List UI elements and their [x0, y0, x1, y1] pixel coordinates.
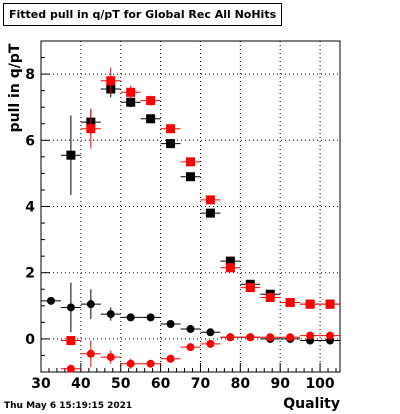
x-tick-label: 40 — [71, 376, 91, 392]
data-point — [306, 331, 315, 340]
data-point — [225, 256, 235, 266]
data-point — [86, 349, 95, 358]
data-point — [146, 96, 156, 106]
grid — [41, 41, 340, 372]
x-tick-label: 30 — [31, 376, 51, 392]
data-point — [106, 310, 115, 319]
data-point — [66, 364, 75, 373]
y-tick-label: 6 — [25, 133, 35, 149]
data-point — [46, 296, 55, 305]
data-point — [225, 263, 235, 273]
data-point — [245, 283, 255, 293]
data-point — [186, 157, 195, 167]
data-point — [166, 139, 176, 149]
data-point — [166, 124, 176, 134]
data-series — [60, 331, 340, 373]
data-point — [66, 336, 76, 346]
data-point — [126, 87, 136, 97]
axis-ticks: 30 40 50 60 70 80 90 100 0 2 4 6 8 — [25, 40, 337, 392]
data-point — [126, 359, 135, 368]
x-tick-label: 50 — [111, 376, 131, 392]
data-point — [265, 293, 275, 303]
data-point — [186, 343, 195, 352]
y-tick-label: 4 — [25, 200, 35, 216]
data-point — [286, 333, 295, 342]
data-point — [146, 359, 155, 368]
chart-title: Fitted pull in q/pT for Global Rec All N… — [3, 3, 282, 26]
x-axis-label: Quality — [283, 396, 340, 412]
data-point — [326, 331, 335, 340]
data-point — [106, 353, 115, 362]
x-tick-label: 80 — [231, 376, 251, 392]
data-point — [106, 76, 116, 86]
data-point — [206, 339, 215, 348]
data-point — [126, 313, 135, 322]
data-point — [206, 328, 215, 337]
data-point — [205, 208, 215, 218]
data-point — [66, 303, 75, 312]
x-tick-label: 60 — [151, 376, 171, 392]
data-points — [41, 67, 340, 373]
data-point — [66, 150, 76, 160]
data-point — [146, 114, 156, 124]
data-point — [246, 333, 255, 342]
timestamp: Thu May 6 15:19:15 2021 — [4, 401, 133, 411]
data-series — [41, 282, 340, 345]
y-tick-label: 0 — [25, 332, 35, 348]
y-tick-label: 2 — [25, 266, 35, 282]
data-point — [166, 320, 175, 329]
x-tick-label: 90 — [270, 376, 290, 392]
data-point — [266, 333, 275, 342]
y-axis-label: pull in q/pT — [7, 43, 23, 133]
data-point — [325, 299, 335, 309]
data-point — [166, 354, 175, 363]
data-point — [285, 297, 295, 307]
data-point — [86, 124, 96, 134]
data-point — [186, 324, 195, 333]
x-tick-label: 70 — [191, 376, 211, 392]
x-tick-label: 100 — [305, 376, 334, 392]
data-point — [186, 172, 195, 182]
data-point — [305, 299, 315, 309]
data-series — [60, 67, 340, 346]
data-point — [205, 195, 215, 205]
data-point — [226, 333, 235, 342]
data-series — [60, 80, 340, 309]
data-point — [126, 97, 136, 107]
data-point — [86, 300, 95, 309]
data-point — [146, 313, 155, 322]
y-tick-label: 8 — [25, 67, 35, 83]
